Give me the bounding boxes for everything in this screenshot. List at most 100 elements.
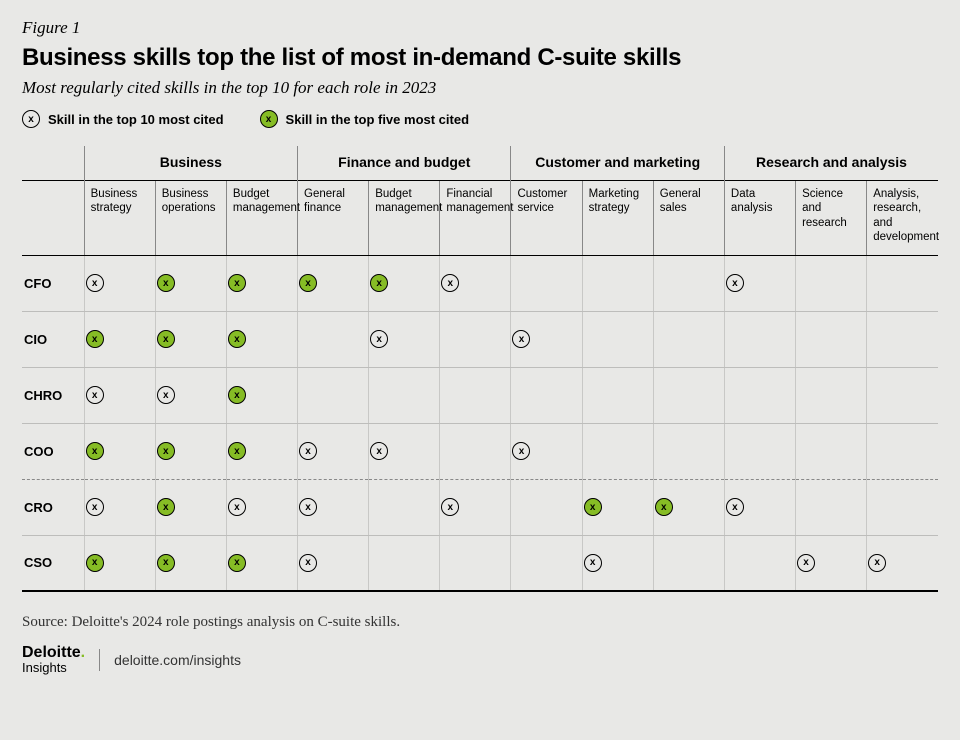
table-cell [582, 367, 653, 423]
dot-top10-icon: x [22, 110, 40, 128]
table-cell: x [226, 311, 297, 367]
table-cell: x [155, 311, 226, 367]
table-cell: x [440, 479, 511, 535]
table-cell: x [369, 423, 440, 479]
table-cell: x [298, 423, 369, 479]
dot-top10-icon: x [726, 274, 744, 292]
table-cell [796, 367, 867, 423]
legend-top5-label: Skill in the top five most cited [286, 112, 469, 127]
table-cell [867, 479, 938, 535]
skills-table: BusinessFinance and budgetCustomer and m… [22, 146, 938, 592]
group-header: Research and analysis [724, 146, 938, 181]
dot-top5-icon: x [228, 554, 246, 572]
dot-top10-icon: x [512, 442, 530, 460]
table-cell [582, 423, 653, 479]
table-cell: x [511, 311, 582, 367]
table-cell [511, 535, 582, 591]
skill-header: Science and research [796, 181, 867, 256]
role-cell: CHRO [22, 367, 84, 423]
table-cell: x [867, 535, 938, 591]
dot-top5-icon: x [228, 330, 246, 348]
source-line: Source: Deloitte's 2024 role postings an… [22, 614, 938, 631]
table-cell [369, 367, 440, 423]
table-cell: x [724, 479, 795, 535]
brand-sub: Insights [22, 660, 67, 675]
table-cell [796, 255, 867, 311]
group-header: Customer and marketing [511, 146, 724, 181]
table-cell: x [155, 535, 226, 591]
table-cell: x [298, 535, 369, 591]
dot-top5-icon: x [86, 442, 104, 460]
table-cell: x [653, 479, 724, 535]
header-role-blank [22, 181, 84, 256]
dot-top10-icon: x [228, 498, 246, 516]
dot-top5-icon: x [157, 330, 175, 348]
legend-top10: x Skill in the top 10 most cited [22, 110, 224, 128]
skill-header: Financial management [440, 181, 511, 256]
role-cell: COO [22, 423, 84, 479]
table-cell [724, 311, 795, 367]
skill-header: Analysis, research, and development [867, 181, 938, 256]
table-cell [724, 535, 795, 591]
table-cell [724, 423, 795, 479]
table-cell [440, 367, 511, 423]
table-cell [867, 423, 938, 479]
subtitle: Most regularly cited skills in the top 1… [22, 78, 938, 98]
dot-top10-icon: x [86, 274, 104, 292]
header-blank [22, 146, 84, 181]
role-cell: CFO [22, 255, 84, 311]
table-cell [867, 367, 938, 423]
footer-divider [99, 649, 100, 671]
skill-header: Budget management [226, 181, 297, 256]
table-cell [511, 479, 582, 535]
dot-top5-icon: x [157, 498, 175, 516]
table-cell [796, 423, 867, 479]
table-cell: x [155, 367, 226, 423]
table-cell: x [155, 423, 226, 479]
table-cell: x [298, 479, 369, 535]
brand-dot-icon: . [81, 644, 85, 661]
dot-top5-icon: x [584, 498, 602, 516]
table-cell [582, 255, 653, 311]
table-cell: x [155, 479, 226, 535]
dot-top5-icon: x [157, 442, 175, 460]
table-cell: x [84, 367, 155, 423]
table-cell: x [511, 423, 582, 479]
skill-header: Customer service [511, 181, 582, 256]
table-cell: x [226, 479, 297, 535]
table-cell [653, 311, 724, 367]
dot-top10-icon: x [86, 498, 104, 516]
dot-top10-icon: x [299, 442, 317, 460]
table-cell: x [369, 255, 440, 311]
dot-top5-icon: x [86, 330, 104, 348]
page-title: Business skills top the list of most in-… [22, 44, 938, 72]
skill-header: Marketing strategy [582, 181, 653, 256]
table-cell: x [84, 311, 155, 367]
dot-top10-icon: x [86, 386, 104, 404]
table-cell [440, 423, 511, 479]
dot-top10-icon: x [726, 498, 744, 516]
table-cell [440, 535, 511, 591]
footer-url: deloitte.com/insights [114, 652, 241, 668]
dot-top5-icon: x [228, 386, 246, 404]
table-cell: x [226, 367, 297, 423]
dot-top5-icon: x [228, 274, 246, 292]
table-cell [369, 479, 440, 535]
skill-header: Budget management [369, 181, 440, 256]
dot-top10-icon: x [157, 386, 175, 404]
role-cell: CIO [22, 311, 84, 367]
dot-top5-icon: x [228, 442, 246, 460]
table-cell: x [226, 535, 297, 591]
dot-top10-icon: x [370, 442, 388, 460]
table-cell [653, 367, 724, 423]
group-header: Business [84, 146, 297, 181]
table-cell [511, 255, 582, 311]
table-cell: x [724, 255, 795, 311]
dot-top5-icon: x [86, 554, 104, 572]
table-cell: x [84, 535, 155, 591]
table-cell: x [84, 255, 155, 311]
skill-header: Data analysis [724, 181, 795, 256]
table-cell: x [226, 255, 297, 311]
dot-top5-icon: x [157, 554, 175, 572]
table-cell [440, 311, 511, 367]
